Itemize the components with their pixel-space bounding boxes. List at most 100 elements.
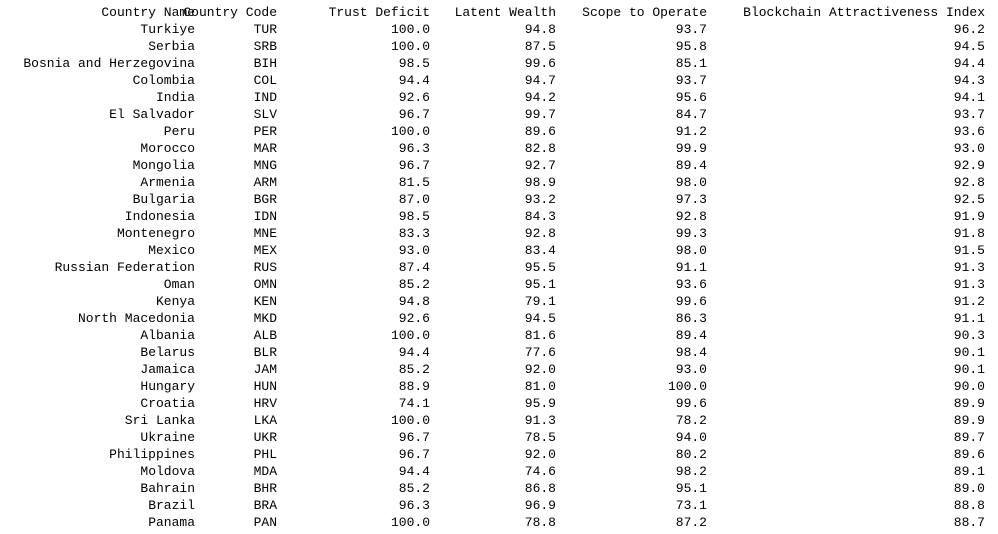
country-name: Sri Lanka [124, 413, 195, 428]
latent-wealth: 94.2 [524, 90, 556, 105]
scope-to-operate: 73.1 [675, 498, 707, 513]
scope-to-operate: 99.9 [675, 141, 707, 156]
country-code: COL [253, 73, 277, 88]
scope-to-operate: 94.0 [675, 430, 707, 445]
scope-to-operate: 98.2 [675, 464, 707, 479]
latent-wealth: 94.8 [524, 22, 556, 37]
country-name: North Macedonia [77, 311, 195, 326]
trust-deficit: 96.7 [398, 107, 430, 122]
index-value: 89.7 [953, 430, 985, 445]
latent-wealth: 87.5 [524, 39, 556, 54]
country-name: Belarus [140, 345, 195, 360]
country-name: Brazil [148, 498, 195, 513]
country-code: JAM [253, 362, 277, 377]
country-name: Mongolia [132, 158, 195, 173]
country-code: MNE [253, 226, 277, 241]
trust-deficit: 94.4 [398, 73, 430, 88]
trust-deficit: 98.5 [398, 56, 430, 71]
country-name: Colombia [132, 73, 195, 88]
index-value: 90.0 [953, 379, 985, 394]
trust-deficit: 100.0 [390, 39, 430, 54]
latent-wealth: 95.1 [524, 277, 556, 292]
country-name: Bosnia and Herzegovina [23, 56, 195, 71]
column-header: Country Name [101, 5, 195, 20]
latent-wealth: 94.5 [524, 311, 556, 326]
scope-to-operate: 98.0 [675, 243, 707, 258]
country-code: PER [253, 124, 277, 139]
trust-deficit: 96.7 [398, 158, 430, 173]
trust-deficit: 83.3 [398, 226, 430, 241]
scope-to-operate: 95.1 [675, 481, 707, 496]
index-value: 93.7 [953, 107, 985, 122]
trust-deficit: 94.4 [398, 464, 430, 479]
country-code: TUR [253, 22, 277, 37]
latent-wealth: 95.9 [524, 396, 556, 411]
index-value: 93.0 [953, 141, 985, 156]
index-value: 89.9 [953, 413, 985, 428]
trust-deficit: 74.1 [398, 396, 430, 411]
scope-to-operate: 95.8 [675, 39, 707, 54]
country-name: Ukraine [140, 430, 195, 445]
trust-deficit: 93.0 [398, 243, 430, 258]
trust-deficit: 100.0 [390, 22, 430, 37]
country-code: SLV [253, 107, 277, 122]
latent-wealth: 82.8 [524, 141, 556, 156]
latent-wealth: 81.0 [524, 379, 556, 394]
trust-deficit: 96.3 [398, 498, 430, 513]
latent-wealth: 92.7 [524, 158, 556, 173]
country-code: PAN [253, 515, 277, 530]
index-value: 88.7 [953, 515, 985, 530]
trust-deficit: 96.3 [398, 141, 430, 156]
country-code: UKR [253, 430, 277, 445]
trust-deficit: 96.7 [398, 430, 430, 445]
index-value: 91.3 [953, 260, 985, 275]
country-name: Russian Federation [54, 260, 195, 275]
country-code: IND [253, 90, 277, 105]
scope-to-operate: 85.1 [675, 56, 707, 71]
latent-wealth: 92.8 [524, 226, 556, 241]
country-name: Mexico [148, 243, 195, 258]
country-code: RUS [253, 260, 277, 275]
country-name: Panama [148, 515, 195, 530]
index-value: 89.0 [953, 481, 985, 496]
country-code: BHR [253, 481, 277, 496]
latent-wealth: 79.1 [524, 294, 556, 309]
trust-deficit: 94.8 [398, 294, 430, 309]
scope-to-operate: 93.7 [675, 22, 707, 37]
trust-deficit: 87.0 [398, 192, 430, 207]
country-code: MKD [253, 311, 277, 326]
country-name: India [155, 90, 195, 105]
country-code: BLR [253, 345, 277, 360]
country-name: Montenegro [116, 226, 195, 241]
country-code: MAR [253, 141, 277, 156]
scope-to-operate: 99.6 [675, 294, 707, 309]
trust-deficit: 96.7 [398, 447, 430, 462]
trust-deficit: 85.2 [398, 481, 430, 496]
index-value: 90.1 [953, 362, 985, 377]
scope-to-operate: 91.1 [675, 260, 707, 275]
country-name: Moldova [140, 464, 195, 479]
country-name: Jamaica [140, 362, 195, 377]
scope-to-operate: 87.2 [675, 515, 707, 530]
country-name: Serbia [148, 39, 195, 54]
index-value: 94.5 [953, 39, 985, 54]
latent-wealth: 81.6 [524, 328, 556, 343]
latent-wealth: 96.9 [524, 498, 556, 513]
country-name: Kenya [155, 294, 195, 309]
scope-to-operate: 95.6 [675, 90, 707, 105]
trust-deficit: 100.0 [390, 413, 430, 428]
scope-to-operate: 92.8 [675, 209, 707, 224]
latent-wealth: 95.5 [524, 260, 556, 275]
index-value: 92.5 [953, 192, 985, 207]
index-value: 91.3 [953, 277, 985, 292]
country-code: BIH [253, 56, 277, 71]
country-code: OMN [253, 277, 277, 292]
country-name: Bulgaria [132, 192, 195, 207]
latent-wealth: 78.8 [524, 515, 556, 530]
index-value: 92.8 [953, 175, 985, 190]
index-value: 93.6 [953, 124, 985, 139]
trust-deficit: 100.0 [390, 124, 430, 139]
country-name: Oman [163, 277, 195, 292]
country-name: Bahrain [140, 481, 195, 496]
